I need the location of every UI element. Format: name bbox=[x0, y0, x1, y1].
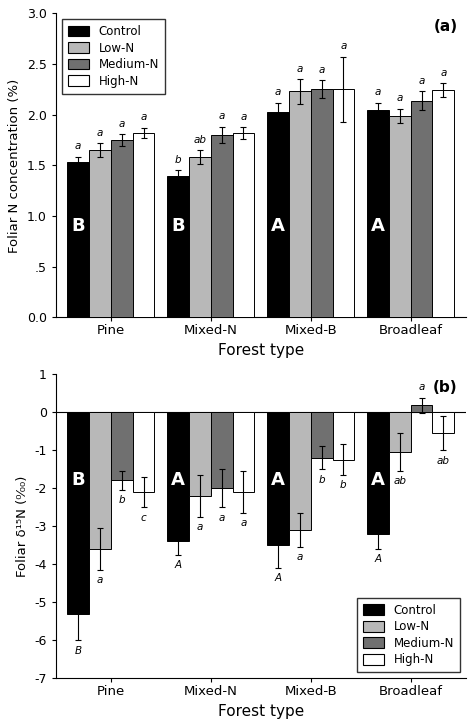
Bar bbox=[111, 412, 133, 481]
Bar bbox=[67, 162, 89, 318]
X-axis label: Forest type: Forest type bbox=[218, 343, 304, 358]
Text: A: A bbox=[271, 472, 285, 489]
Text: (b): (b) bbox=[433, 380, 457, 395]
Bar bbox=[432, 412, 454, 433]
Text: a: a bbox=[97, 575, 103, 585]
Text: a: a bbox=[197, 522, 203, 532]
Text: ab: ab bbox=[193, 134, 207, 145]
Bar bbox=[311, 89, 333, 318]
Text: a: a bbox=[118, 119, 125, 129]
Bar bbox=[89, 412, 111, 549]
Bar bbox=[333, 412, 355, 459]
X-axis label: Forest type: Forest type bbox=[218, 704, 304, 719]
Text: a: a bbox=[275, 87, 281, 97]
Text: c: c bbox=[141, 513, 146, 523]
Text: b: b bbox=[340, 481, 347, 490]
Text: a: a bbox=[219, 111, 225, 121]
Bar bbox=[311, 412, 333, 458]
Text: A: A bbox=[271, 217, 285, 236]
Bar bbox=[289, 92, 311, 318]
Text: a: a bbox=[419, 76, 425, 86]
Text: a: a bbox=[240, 518, 246, 529]
Text: a: a bbox=[219, 513, 225, 523]
Text: A: A bbox=[374, 555, 382, 564]
Bar bbox=[410, 405, 432, 412]
Text: a: a bbox=[140, 113, 147, 122]
Text: a: a bbox=[240, 112, 246, 122]
Bar bbox=[333, 89, 355, 318]
Text: a: a bbox=[75, 141, 82, 151]
Bar bbox=[211, 412, 233, 488]
Bar bbox=[211, 135, 233, 318]
Bar bbox=[267, 112, 289, 318]
Text: b: b bbox=[319, 475, 325, 485]
Text: a: a bbox=[297, 553, 303, 563]
Legend: Control, Low-N, Medium-N, High-N: Control, Low-N, Medium-N, High-N bbox=[357, 598, 460, 672]
Text: a: a bbox=[419, 382, 425, 392]
Text: ab: ab bbox=[393, 476, 406, 486]
Bar bbox=[233, 412, 255, 492]
Bar bbox=[189, 157, 211, 318]
Bar bbox=[432, 90, 454, 318]
Bar bbox=[233, 133, 255, 318]
Text: a: a bbox=[340, 41, 346, 52]
Legend: Control, Low-N, Medium-N, High-N: Control, Low-N, Medium-N, High-N bbox=[62, 19, 164, 94]
Text: A: A bbox=[371, 217, 385, 236]
Text: ab: ab bbox=[437, 456, 450, 465]
Text: B: B bbox=[72, 217, 85, 236]
Bar bbox=[389, 412, 410, 452]
Bar bbox=[167, 412, 189, 542]
Text: a: a bbox=[297, 64, 303, 73]
Text: a: a bbox=[319, 65, 325, 75]
Bar bbox=[89, 150, 111, 318]
Text: A: A bbox=[371, 472, 385, 489]
Y-axis label: Foliar N concentration (%): Foliar N concentration (%) bbox=[9, 79, 21, 252]
Bar bbox=[289, 412, 311, 530]
Bar bbox=[133, 412, 155, 492]
Text: a: a bbox=[97, 128, 103, 137]
Y-axis label: Foliar δ¹⁵N (⁰⁄₀₀): Foliar δ¹⁵N (⁰⁄₀₀) bbox=[16, 475, 29, 577]
Bar bbox=[267, 412, 289, 545]
Text: (a): (a) bbox=[433, 20, 457, 34]
Bar bbox=[133, 133, 155, 318]
Text: a: a bbox=[397, 93, 403, 103]
Text: B: B bbox=[171, 217, 185, 236]
Bar bbox=[367, 110, 389, 318]
Text: B: B bbox=[74, 646, 82, 656]
Text: A: A bbox=[174, 560, 182, 570]
Text: a: a bbox=[440, 68, 447, 78]
Bar bbox=[189, 412, 211, 496]
Bar bbox=[167, 175, 189, 318]
Bar bbox=[67, 412, 89, 614]
Bar bbox=[410, 100, 432, 318]
Text: b: b bbox=[175, 155, 182, 165]
Bar bbox=[367, 412, 389, 534]
Text: A: A bbox=[274, 574, 282, 583]
Text: A: A bbox=[171, 472, 185, 489]
Text: b: b bbox=[118, 496, 125, 505]
Bar bbox=[389, 116, 410, 318]
Text: a: a bbox=[375, 87, 381, 97]
Bar bbox=[111, 140, 133, 318]
Text: B: B bbox=[72, 472, 85, 489]
